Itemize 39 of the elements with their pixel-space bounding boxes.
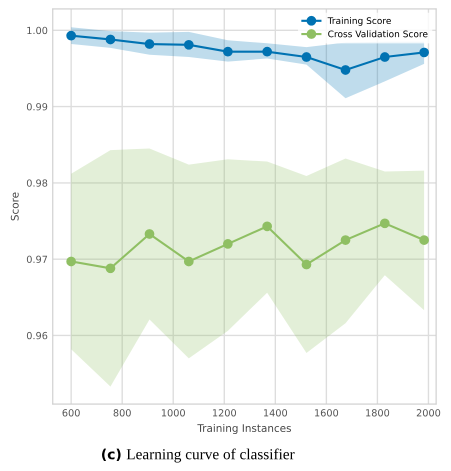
point	[340, 235, 350, 245]
legend-label: Training Score	[328, 17, 391, 26]
x-tick-label: 1800	[366, 409, 390, 417]
point	[222, 46, 233, 57]
point	[302, 260, 312, 270]
point	[106, 34, 116, 44]
y-tick-label: 0.97	[26, 256, 48, 264]
text: (c)	[102, 448, 121, 462]
x-axis-title: Training Instances	[197, 424, 292, 434]
point	[66, 30, 76, 41]
point	[66, 256, 76, 266]
point	[302, 52, 312, 62]
point	[419, 235, 429, 245]
x-tick-label: 1600	[315, 409, 338, 417]
point	[340, 65, 350, 75]
point	[144, 39, 154, 49]
point	[419, 48, 429, 58]
point	[380, 52, 390, 62]
point	[106, 263, 116, 274]
x-tick-label: 800	[114, 409, 131, 417]
point	[262, 222, 272, 232]
point	[380, 218, 390, 228]
point	[262, 46, 272, 57]
y-axis-title: Score	[10, 192, 19, 220]
legend-label: Cross Validation Score	[328, 30, 428, 38]
point	[144, 229, 154, 239]
x-tick-label: 1000	[162, 409, 185, 417]
point	[184, 40, 194, 50]
y-tick-label: 0.99	[26, 103, 48, 110]
text: Learning curve of classifier	[126, 448, 295, 463]
point	[184, 256, 194, 266]
x-tick-label: 600	[62, 409, 80, 417]
y-tick-label: 0.98	[26, 179, 48, 187]
y-tick-label: 0.96	[26, 332, 48, 340]
x-tick-label: 1400	[264, 409, 288, 417]
point	[222, 239, 233, 249]
x-tick-label: 1200	[212, 409, 236, 417]
x-tick-label: 2000	[416, 409, 440, 417]
y-tick-label: 1.00	[27, 26, 48, 34]
